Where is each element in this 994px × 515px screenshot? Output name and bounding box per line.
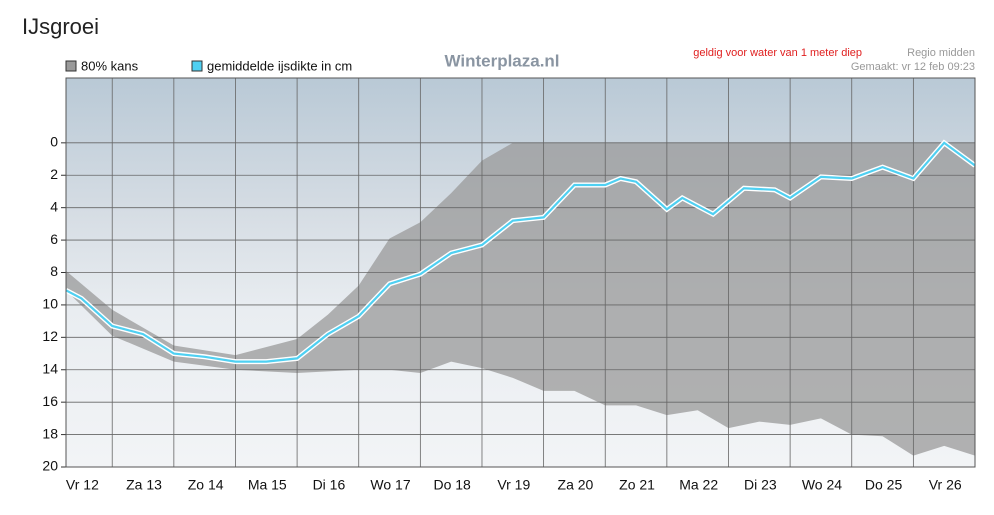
x-tick-label: Za 13 xyxy=(126,477,162,493)
note: geldig voor water van 1 meter diep xyxy=(693,47,862,59)
x-tick-label: Zo 14 xyxy=(188,477,224,493)
y-tick-label: 0 xyxy=(50,134,58,150)
y-tick-label: 20 xyxy=(42,458,58,474)
plot-frame xyxy=(65,77,976,468)
band-area xyxy=(66,142,975,456)
x-tick-label: Do 18 xyxy=(433,477,471,493)
y-tick-label: 16 xyxy=(42,393,58,409)
mean-line xyxy=(65,141,976,363)
y-tick-label: 6 xyxy=(50,231,58,247)
x-tick-label: Vr 12 xyxy=(66,477,99,493)
x-tick-label: Ma 15 xyxy=(248,477,287,493)
x-tick-label: Di 16 xyxy=(313,477,346,493)
watermark: Winterplaza.nl xyxy=(444,51,559,70)
legend-label: gemiddelde ijsdikte in cm xyxy=(207,58,352,73)
x-tick-label: Do 25 xyxy=(865,477,903,493)
region: Regio midden xyxy=(907,47,975,59)
x-tick-label: Wo 17 xyxy=(370,477,410,493)
y-tick-label: 10 xyxy=(42,296,58,312)
y-tick-label: 14 xyxy=(42,360,58,376)
y-tick-label: 18 xyxy=(42,425,58,441)
y-tick-label: 8 xyxy=(50,263,58,279)
made: Gemaakt: vr 12 feb 09:23 xyxy=(851,61,975,73)
legend-swatch xyxy=(191,60,203,72)
page-title: IJsgroei xyxy=(22,14,99,39)
x-tick-label: Di 23 xyxy=(744,477,777,493)
x-tick-label: Zo 21 xyxy=(619,477,655,493)
x-tick-label: Vr 26 xyxy=(929,477,962,493)
legend-label: 80% kans xyxy=(81,58,139,73)
x-tick-label: Wo 24 xyxy=(802,477,842,493)
x-tick-label: Ma 22 xyxy=(679,477,718,493)
y-tick-label: 2 xyxy=(50,166,58,182)
y-tick-label: 12 xyxy=(42,328,58,344)
y-tick-label: 4 xyxy=(50,198,58,214)
x-tick-label: Za 20 xyxy=(558,477,594,493)
legend-swatch xyxy=(65,60,77,72)
x-tick-label: Vr 19 xyxy=(497,477,530,493)
